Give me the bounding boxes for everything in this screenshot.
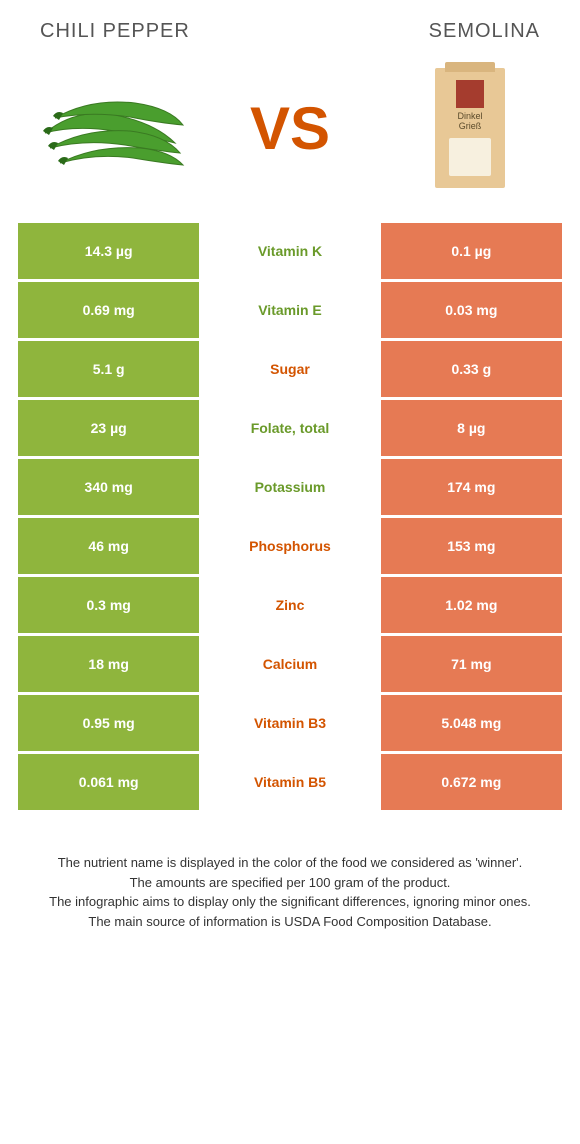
- left-food-title: Chili pepper: [40, 20, 190, 43]
- right-value: 174 mg: [381, 459, 562, 515]
- right-value: 153 mg: [381, 518, 562, 574]
- footnote-line: The main source of information is USDA F…: [30, 912, 550, 932]
- right-value: 8 µg: [381, 400, 562, 456]
- footnote-line: The nutrient name is displayed in the co…: [30, 853, 550, 873]
- left-value: 5.1 g: [18, 341, 199, 397]
- left-value: 46 mg: [18, 518, 199, 574]
- footnote: The nutrient name is displayed in the co…: [0, 813, 580, 961]
- table-row: 0.3 mgZinc1.02 mg: [18, 577, 562, 633]
- nutrient-label: Vitamin K: [199, 223, 380, 279]
- table-row: 0.69 mgVitamin E0.03 mg: [18, 282, 562, 338]
- header: Chili pepper Semolina: [0, 0, 580, 53]
- right-value: 0.33 g: [381, 341, 562, 397]
- vs-text: VS: [250, 94, 330, 163]
- right-value: 71 mg: [381, 636, 562, 692]
- table-row: 0.95 mgVitamin B35.048 mg: [18, 695, 562, 751]
- table-row: 18 mgCalcium71 mg: [18, 636, 562, 692]
- table-row: 0.061 mgVitamin B50.672 mg: [18, 754, 562, 810]
- nutrient-label: Sugar: [199, 341, 380, 397]
- table-row: 23 µgFolate, total8 µg: [18, 400, 562, 456]
- vs-row: VS DinkelGrieß: [0, 53, 580, 223]
- table-row: 5.1 gSugar0.33 g: [18, 341, 562, 397]
- nutrient-table: 14.3 µgVitamin K0.1 µg0.69 mgVitamin E0.…: [0, 223, 580, 810]
- right-value: 1.02 mg: [381, 577, 562, 633]
- right-value: 5.048 mg: [381, 695, 562, 751]
- nutrient-label: Vitamin B5: [199, 754, 380, 810]
- nutrient-label: Folate, total: [199, 400, 380, 456]
- right-value: 0.03 mg: [381, 282, 562, 338]
- right-value: 0.1 µg: [381, 223, 562, 279]
- footnote-line: The amounts are specified per 100 gram o…: [30, 873, 550, 893]
- nutrient-label: Potassium: [199, 459, 380, 515]
- left-value: 340 mg: [18, 459, 199, 515]
- nutrient-label: Vitamin E: [199, 282, 380, 338]
- right-value: 0.672 mg: [381, 754, 562, 810]
- nutrient-label: Calcium: [199, 636, 380, 692]
- bag-window-icon: [449, 138, 491, 176]
- table-row: 14.3 µgVitamin K0.1 µg: [18, 223, 562, 279]
- chili-pepper-image: [30, 63, 190, 193]
- table-row: 46 mgPhosphorus153 mg: [18, 518, 562, 574]
- left-value: 23 µg: [18, 400, 199, 456]
- left-value: 18 mg: [18, 636, 199, 692]
- semolina-image: DinkelGrieß: [390, 63, 550, 193]
- left-value: 0.69 mg: [18, 282, 199, 338]
- bag-text: DinkelGrieß: [457, 112, 482, 132]
- left-value: 0.3 mg: [18, 577, 199, 633]
- right-food-title: Semolina: [429, 20, 540, 43]
- left-value: 14.3 µg: [18, 223, 199, 279]
- nutrient-label: Phosphorus: [199, 518, 380, 574]
- table-row: 340 mgPotassium174 mg: [18, 459, 562, 515]
- left-value: 0.95 mg: [18, 695, 199, 751]
- footnote-line: The infographic aims to display only the…: [30, 892, 550, 912]
- nutrient-label: Vitamin B3: [199, 695, 380, 751]
- left-value: 0.061 mg: [18, 754, 199, 810]
- bag-label-icon: [456, 80, 484, 108]
- nutrient-label: Zinc: [199, 577, 380, 633]
